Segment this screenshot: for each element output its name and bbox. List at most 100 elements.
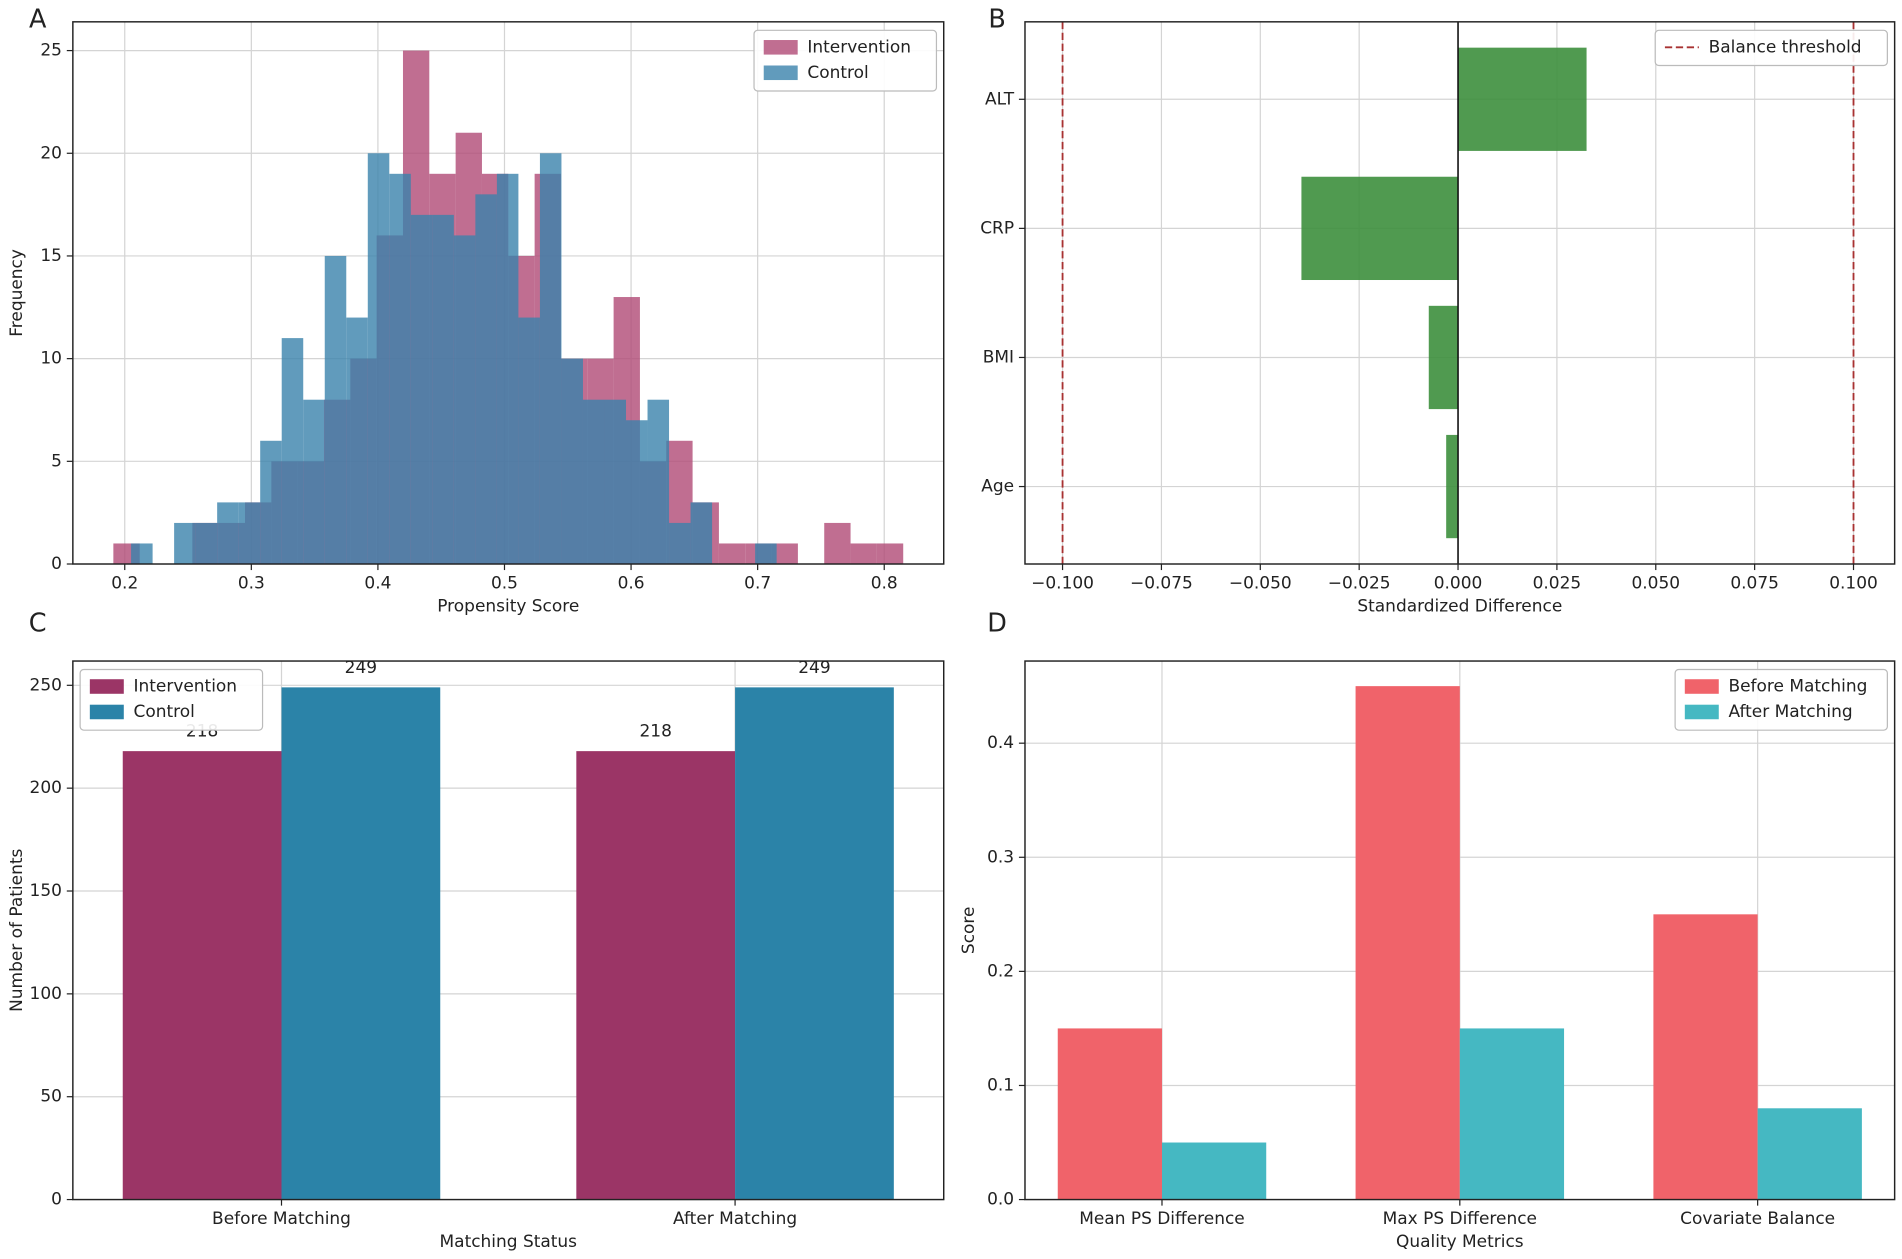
legend-swatch	[763, 65, 798, 81]
panel: A 0 5 10 15 20 25 0.2 0.3 0.4 0.5 0.6 0.7 0.8 Propensi…	[7, 5, 945, 616]
histogram-bar	[824, 522, 851, 565]
histogram-bar	[604, 399, 627, 565]
y-tick-label: 0	[51, 554, 62, 574]
legend-label: Before Matching	[1728, 677, 1867, 697]
y-tick-label: 100	[30, 984, 62, 1004]
legend-box	[79, 668, 264, 731]
value-label: 218	[640, 722, 672, 742]
histogram-bar	[238, 502, 261, 565]
bar	[281, 687, 441, 1200]
panel: B −0.100 −0.075 −0.050 −0.025 0.000 0.025 0.050…	[980, 5, 1896, 616]
y-axis-label: Frequency	[7, 249, 27, 337]
y-tick-label: BMI	[983, 347, 1014, 367]
x-tick-label: Before Matching	[212, 1209, 351, 1229]
x-tick-label: 0.100	[1829, 573, 1878, 593]
y-tick-label: 200	[30, 778, 62, 798]
x-tick-label: 0.025	[1533, 573, 1582, 593]
y-tick-label: 150	[30, 881, 62, 901]
plot-frame	[1024, 21, 1896, 565]
histogram-bar	[217, 502, 239, 565]
panel: C 0 50 100 150 200 250 Before Matching After Mat…	[7, 609, 945, 1252]
y-tick-label: Age	[981, 477, 1014, 497]
histogram-bar	[561, 358, 583, 565]
legend-label: After Matching	[1728, 702, 1852, 722]
histogram-bar	[303, 399, 325, 565]
panel-label: D	[987, 609, 1007, 639]
x-tick-label: −0.075	[1130, 573, 1193, 593]
x-tick-label: Max PS Difference	[1383, 1209, 1537, 1229]
x-tick-label: −0.025	[1328, 573, 1391, 593]
histogram-bar	[626, 420, 648, 565]
legend-swatch	[1684, 704, 1719, 720]
histogram-bar	[690, 502, 713, 565]
histogram-bar	[389, 173, 411, 565]
y-tick-label: 0.0	[987, 1190, 1014, 1210]
y-tick-label: 25	[40, 41, 62, 61]
histogram-bar	[771, 543, 798, 565]
x-tick-label: 0.4	[364, 573, 391, 593]
x-tick-label: 0.050	[1631, 573, 1680, 593]
x-axis-label: Standardized Difference	[1357, 596, 1562, 616]
bar	[735, 687, 894, 1200]
y-tick-label: 15	[40, 246, 62, 266]
bar	[1428, 305, 1459, 410]
y-tick-label: 0.3	[987, 847, 1014, 867]
panel: D 0.0 0.1 0.2 0.3 0.4 Mean PS Difference Max PS…	[959, 609, 1896, 1252]
histogram-bar	[324, 255, 347, 565]
histogram-bar	[718, 543, 746, 565]
histogram-bar	[174, 522, 196, 565]
x-tick-label: After Matching	[673, 1209, 797, 1229]
panel-label: C	[29, 609, 47, 639]
histogram-bar	[582, 399, 605, 565]
bar	[1161, 1142, 1267, 1200]
histogram-bar	[647, 399, 670, 565]
histogram-bar	[669, 522, 691, 565]
histogram-bar	[367, 153, 390, 565]
histogram-bar	[876, 543, 904, 565]
plot-frame	[72, 660, 945, 1201]
y-tick-label: 250	[30, 675, 62, 695]
legend-box	[1654, 29, 1888, 67]
legend-swatch	[89, 704, 124, 720]
bar	[1459, 1028, 1565, 1200]
histogram-bar	[850, 543, 877, 565]
histogram-bar	[346, 317, 368, 565]
bar	[1458, 47, 1587, 151]
bar	[122, 751, 282, 1200]
legend-label: Control	[133, 702, 194, 722]
x-axis-label: Propensity Score	[437, 596, 579, 616]
plot-frame	[72, 21, 945, 565]
y-tick-label: 10	[40, 349, 62, 369]
x-tick-label: −0.050	[1229, 573, 1292, 593]
bar	[1355, 686, 1460, 1200]
histogram-bar	[260, 440, 282, 565]
x-tick-label: 0.000	[1434, 573, 1483, 593]
legend-label: Intervention	[133, 677, 237, 697]
x-tick-label: Covariate Balance	[1680, 1209, 1835, 1229]
y-axis-label: Number of Patients	[7, 849, 27, 1012]
x-tick-label: −0.100	[1031, 573, 1094, 593]
histogram-bar	[432, 214, 454, 565]
legend-swatch	[1684, 679, 1719, 694]
legend-label: Intervention	[807, 37, 911, 57]
bar	[576, 751, 736, 1200]
legend-label: Balance threshold	[1709, 37, 1862, 57]
histogram-bar	[755, 543, 777, 565]
histogram-bar	[195, 522, 218, 565]
x-axis-label: Matching Status	[440, 1232, 578, 1252]
histogram-bar	[453, 235, 476, 565]
legend-label: Control	[807, 63, 868, 83]
y-axis-label: Score	[959, 907, 979, 955]
value-label: 249	[798, 658, 830, 678]
x-tick-label: 0.6	[618, 573, 645, 593]
y-tick-label: CRP	[980, 218, 1014, 238]
histogram-bar	[518, 317, 540, 565]
value-label: 249	[345, 658, 377, 678]
x-axis-label: Quality Metrics	[1396, 1232, 1524, 1252]
histogram-bar	[281, 338, 304, 565]
bar	[1446, 434, 1459, 539]
panel-label: A	[29, 5, 47, 35]
x-tick-label: 0.7	[744, 573, 771, 593]
